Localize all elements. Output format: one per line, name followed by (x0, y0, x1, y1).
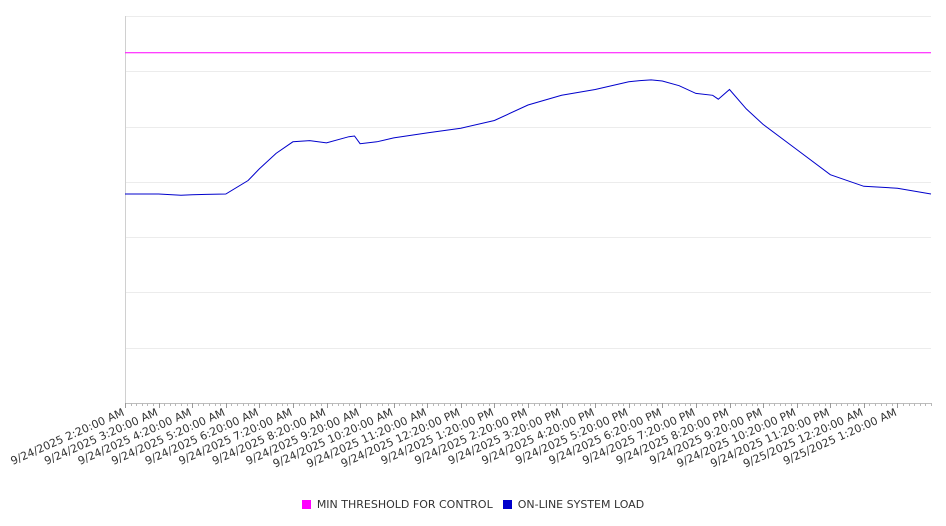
x-axis-ticks: 9/24/2025 2:20:00 AM9/24/2025 3:20:00 AM… (9, 403, 932, 471)
legend-item-threshold: MIN THRESHOLD FOR CONTROL (301, 498, 493, 511)
axes (125, 16, 931, 404)
legend-label-threshold: MIN THRESHOLD FOR CONTROL (316, 498, 493, 511)
series-line-system-load (125, 79, 932, 196)
gridlines (125, 16, 931, 349)
legend-item-system-load: ON-LINE SYSTEM LOAD (502, 498, 645, 511)
legend-swatch-system-load (502, 500, 512, 509)
legend-label-system-load: ON-LINE SYSTEM LOAD (517, 498, 645, 511)
legend: MIN THRESHOLD FOR CONTROL ON-LINE SYSTEM… (0, 498, 946, 511)
series-lines (125, 52, 932, 196)
legend-swatch-threshold (301, 500, 311, 509)
